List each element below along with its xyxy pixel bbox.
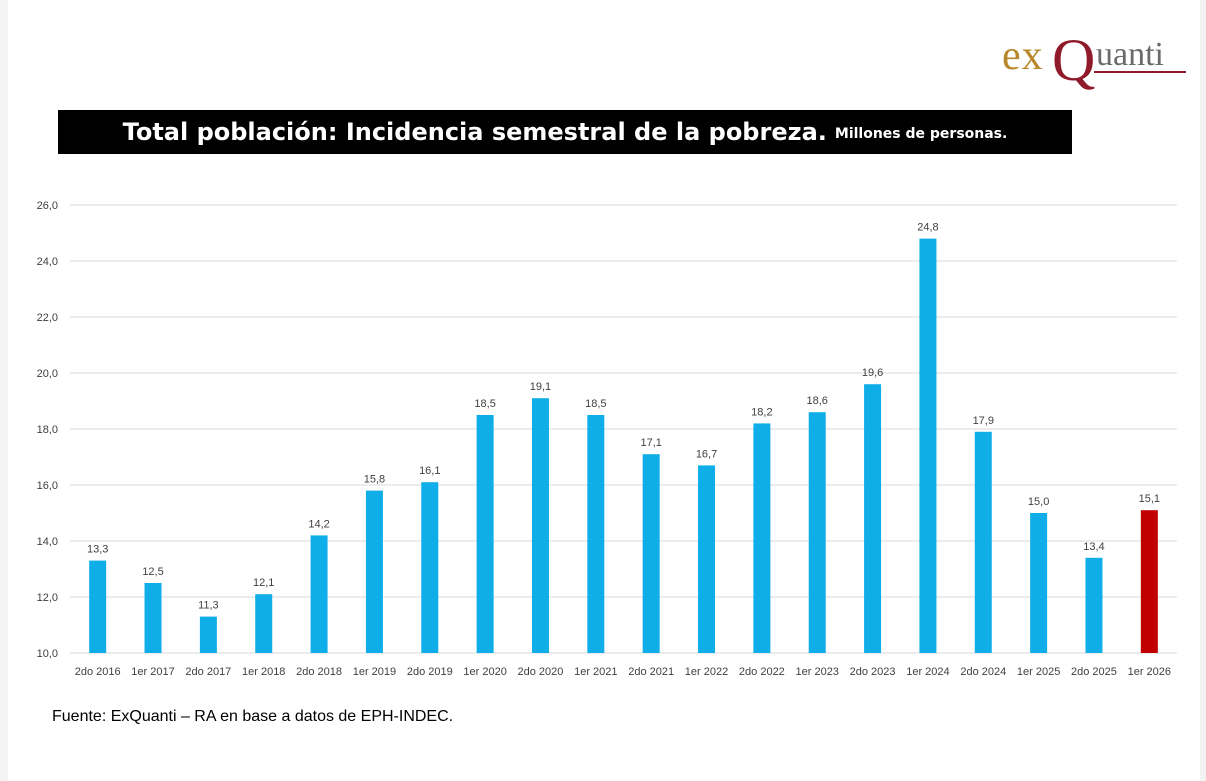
- data-label: 12,5: [142, 566, 163, 578]
- bar: [1140, 510, 1158, 653]
- x-tick-label: 2do 2022: [739, 666, 785, 678]
- bar: [144, 583, 162, 653]
- x-tick-label: 1er 2022: [685, 666, 728, 678]
- bar: [864, 384, 882, 653]
- y-tick-label: 26,0: [37, 200, 58, 212]
- logo-ex: ex: [1002, 33, 1044, 79]
- x-tick-label: 1er 2024: [906, 666, 949, 678]
- bar: [255, 594, 273, 653]
- x-tick-label: 1er 2023: [796, 666, 839, 678]
- bar: [698, 465, 716, 653]
- x-tick-label: 2do 2023: [850, 666, 896, 678]
- data-label: 19,1: [530, 381, 551, 393]
- bar: [421, 482, 439, 653]
- data-label: 17,9: [973, 415, 994, 427]
- x-tick-label: 2do 2024: [960, 666, 1006, 678]
- x-tick-label: 1er 2019: [353, 666, 396, 678]
- x-tick-label: 2do 2021: [628, 666, 674, 678]
- data-label: 15,8: [364, 474, 385, 486]
- x-tick-label: 1er 2018: [242, 666, 285, 678]
- logo-underline: [1094, 71, 1186, 73]
- y-tick-label: 22,0: [37, 312, 58, 324]
- logo-anti: uanti: [1096, 36, 1164, 73]
- chart-title-bar: Total población: Incidencia semestral de…: [58, 110, 1072, 154]
- x-tick-label: 1er 2021: [574, 666, 617, 678]
- data-label: 11,3: [198, 600, 219, 612]
- bar: [365, 490, 383, 653]
- data-label: 15,1: [1139, 493, 1160, 505]
- x-tick-label: 2do 2017: [185, 666, 231, 678]
- bar: [476, 415, 494, 653]
- exquanti-logo: ex Q uanti: [1002, 27, 1192, 93]
- bar: [199, 616, 217, 653]
- data-label: 16,1: [419, 465, 440, 477]
- data-label: 18,6: [807, 395, 828, 407]
- bar: [919, 238, 937, 653]
- data-label: 18,5: [474, 398, 495, 410]
- source-note: Fuente: ExQuanti – RA en base a datos de…: [52, 708, 454, 725]
- data-label: 12,1: [253, 577, 274, 589]
- bar: [587, 415, 605, 653]
- x-tick-label: 1er 2020: [463, 666, 506, 678]
- bar: [808, 412, 826, 653]
- y-tick-label: 24,0: [37, 256, 58, 268]
- data-label: 17,1: [640, 437, 661, 449]
- bar: [974, 431, 992, 653]
- x-tick-label: 1er 2017: [131, 666, 174, 678]
- x-tick-label: 2do 2019: [407, 666, 453, 678]
- bar: [642, 454, 660, 653]
- data-label: 16,7: [696, 448, 717, 460]
- bar: [310, 535, 328, 653]
- bar: [1085, 557, 1103, 653]
- chart-subtitle: Millones de personas.: [834, 126, 1008, 142]
- bar-chart: 10,0 12,0 14,0 16,0 18,0 20,0 22,0 24,0 26,0 13,3…: [37, 200, 1177, 678]
- x-tick-label: 2do 2025: [1071, 666, 1117, 678]
- bar: [531, 398, 549, 653]
- data-label: 18,5: [585, 398, 606, 410]
- y-tick-label: 14,0: [37, 536, 58, 548]
- x-tick-label: 2do 2020: [518, 666, 564, 678]
- data-label: 24,8: [917, 222, 938, 234]
- logo-q: Q: [1052, 27, 1096, 93]
- data-label: 18,2: [751, 406, 772, 418]
- y-tick-label: 16,0: [37, 480, 58, 492]
- x-tick-label: 2do 2018: [296, 666, 342, 678]
- bar: [753, 423, 771, 653]
- data-label: 19,6: [862, 367, 883, 379]
- data-label: 14,2: [308, 518, 329, 530]
- x-tick-label: 1er 2025: [1017, 666, 1060, 678]
- data-label: 15,0: [1028, 496, 1049, 508]
- y-tick-label: 12,0: [37, 592, 58, 604]
- bar: [89, 560, 107, 653]
- y-tick-label: 10,0: [37, 648, 58, 660]
- data-label: 13,4: [1083, 541, 1104, 553]
- y-tick-label: 20,0: [37, 368, 58, 380]
- x-tick-label: 2do 2016: [75, 666, 121, 678]
- x-tick-label: 1er 2026: [1128, 666, 1171, 678]
- data-label: 13,3: [87, 544, 108, 556]
- chart-title: Total población: Incidencia semestral de…: [122, 118, 827, 146]
- bar: [1030, 513, 1048, 653]
- y-tick-label: 18,0: [37, 424, 58, 436]
